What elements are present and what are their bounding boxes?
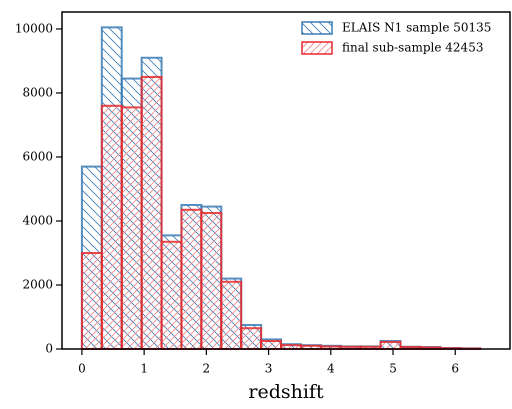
bar xyxy=(201,213,221,349)
bar xyxy=(102,106,122,349)
legend-label: ELAIS N1 sample 50135 xyxy=(342,21,491,35)
x-tick-label: 1 xyxy=(140,362,148,376)
legend-swatch xyxy=(302,42,332,54)
bar xyxy=(142,77,162,349)
legend-swatch xyxy=(302,22,332,34)
bar xyxy=(381,342,401,349)
bar xyxy=(241,328,261,349)
x-tick-label: 4 xyxy=(327,362,335,376)
y-tick-label: 6000 xyxy=(22,149,53,163)
x-tick-label: 5 xyxy=(389,362,397,376)
y-tick-label: 8000 xyxy=(22,85,53,99)
y-tick-label: 2000 xyxy=(22,277,53,291)
x-tick-label: 3 xyxy=(265,362,273,376)
bar xyxy=(221,282,241,349)
bar xyxy=(162,242,182,349)
x-tick-label: 0 xyxy=(78,362,86,376)
bar xyxy=(181,210,201,349)
x-tick-label: 6 xyxy=(451,362,459,376)
legend-label: final sub-sample 42453 xyxy=(342,41,483,55)
bar xyxy=(122,107,142,349)
y-tick-label: 10000 xyxy=(15,21,53,35)
x-tick-label: 2 xyxy=(203,362,211,376)
bar xyxy=(261,341,281,349)
x-axis-label: redshift xyxy=(248,381,324,403)
y-tick-label: 4000 xyxy=(22,213,53,227)
y-tick-label: 0 xyxy=(45,342,53,356)
bar xyxy=(82,253,102,349)
